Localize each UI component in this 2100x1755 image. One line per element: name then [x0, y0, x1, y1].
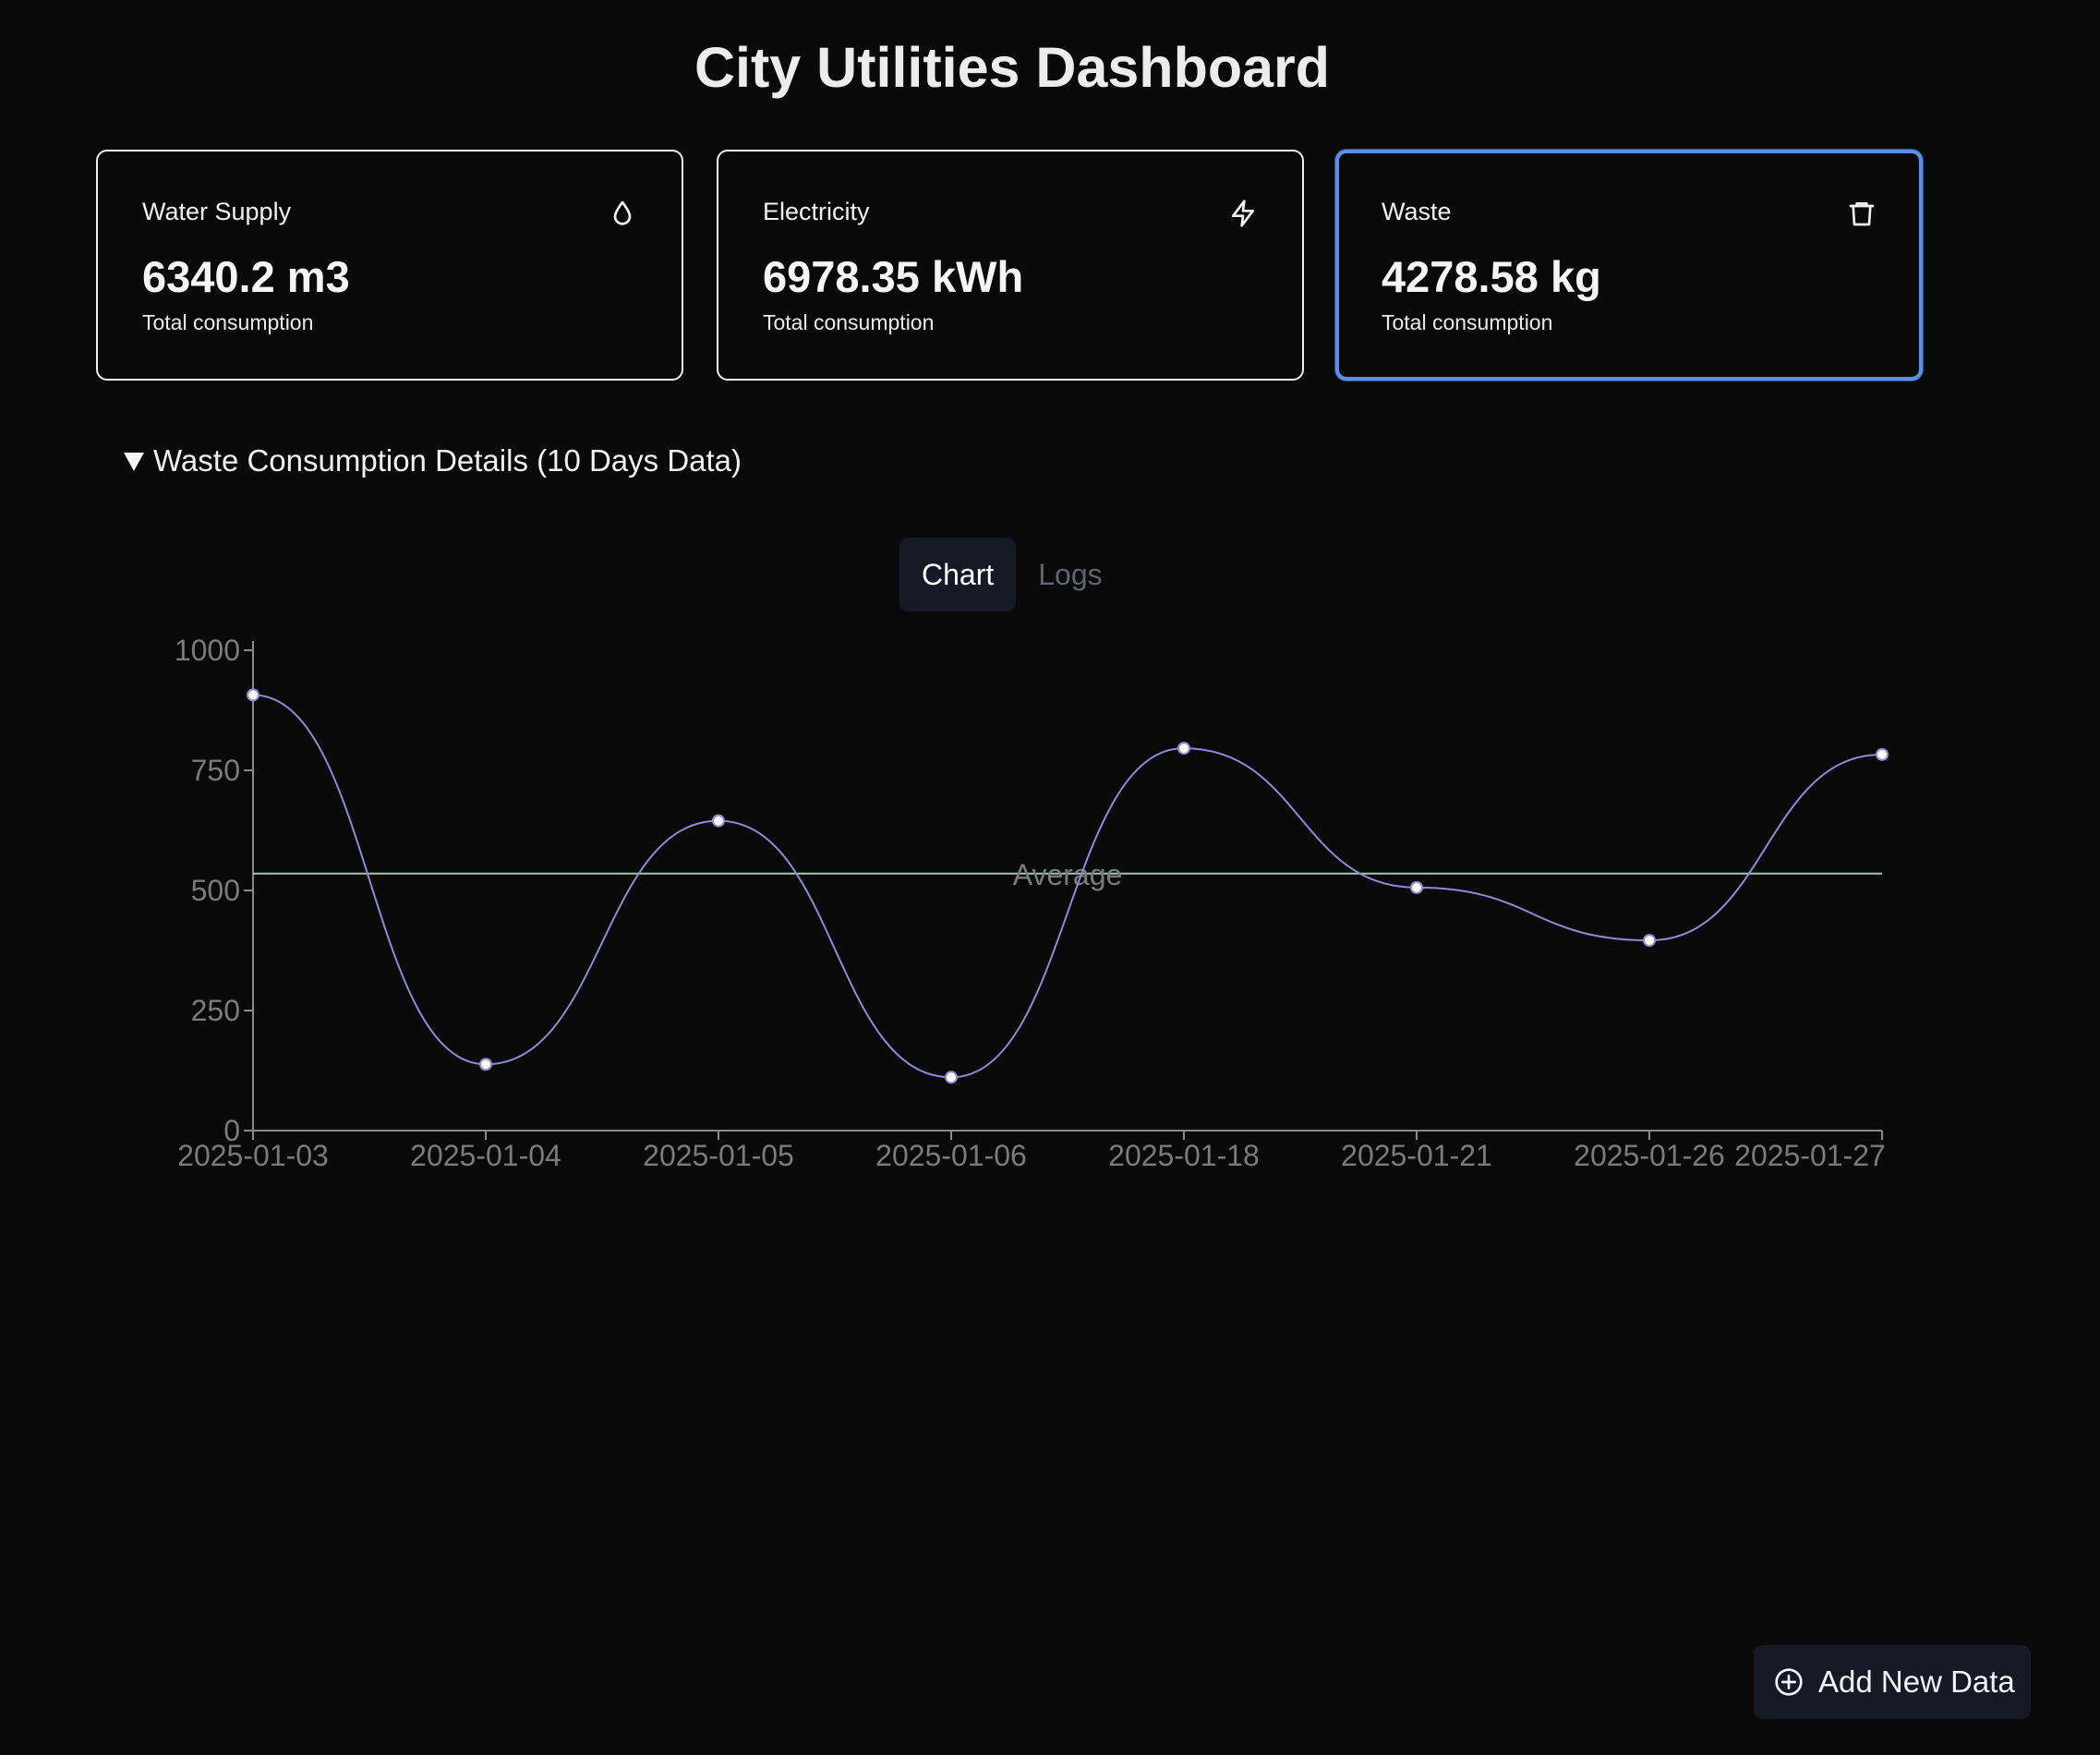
details-toggle[interactable]: Waste Consumption Details (10 Days Data): [124, 443, 742, 478]
add-new-data-label: Add New Data: [1818, 1664, 2015, 1699]
data-point: [712, 814, 725, 828]
card-subtitle: Total consumption: [142, 310, 314, 334]
x-tick-label: 2025-01-05: [643, 1139, 794, 1172]
x-tick-label: 2025-01-18: [1108, 1139, 1260, 1172]
waste-card[interactable]: Waste 4278.58 kg Total consumption: [1335, 150, 1923, 381]
lightning-icon: [1228, 198, 1258, 229]
triangle-down-icon: [124, 453, 144, 471]
card-value: 6340.2 m3: [142, 252, 350, 301]
water-supply-card[interactable]: Water Supply 6340.2 m3 Total consumption: [96, 150, 683, 381]
y-tick-label: 500: [191, 874, 240, 907]
data-point: [1177, 742, 1190, 756]
waste-line-chart: 0 250 500 750 1000 2025-01-03 2025-01-04 2025-0…: [175, 634, 1889, 1172]
add-new-data-button[interactable]: Add New Data: [1754, 1645, 2031, 1719]
data-point: [479, 1058, 492, 1071]
x-tick-label: 2025-01-27: [1734, 1139, 1886, 1172]
y-tick-label: 0: [223, 1114, 240, 1147]
card-subtitle: Total consumption: [1382, 310, 1553, 334]
plus-circle-icon: [1775, 1668, 1803, 1696]
y-tick-label: 750: [191, 754, 240, 787]
card-value: 6978.35 kWh: [763, 252, 1024, 301]
x-tick-label: 2025-01-26: [1574, 1139, 1725, 1172]
card-value: 4278.58 kg: [1382, 252, 1601, 301]
droplet-icon: [608, 198, 637, 229]
view-tabs: Chart Logs: [899, 538, 1125, 611]
data-point: [1643, 934, 1656, 948]
y-tick-label: 1000: [175, 634, 240, 667]
tab-logs[interactable]: Logs: [1038, 557, 1103, 591]
average-label: Average: [1013, 858, 1123, 891]
card-label: Waste: [1382, 198, 1452, 225]
data-point: [1410, 880, 1423, 894]
x-tick-label: 2025-01-06: [875, 1139, 1027, 1172]
card-label: Water Supply: [142, 198, 292, 225]
y-tick-label: 250: [191, 994, 240, 1027]
details-summary-label: Waste Consumption Details (10 Days Data): [153, 443, 742, 478]
data-point: [1876, 747, 1889, 761]
trash-icon: [1847, 198, 1877, 229]
tab-chart[interactable]: Chart: [899, 538, 1017, 611]
electricity-card[interactable]: Electricity 6978.35 kWh Total consumptio…: [717, 150, 1304, 381]
data-point: [247, 688, 259, 702]
page-title: City Utilities Dashboard: [694, 36, 1331, 99]
x-tick-label: 2025-01-04: [410, 1139, 561, 1172]
x-tick-label: 2025-01-03: [177, 1139, 329, 1172]
data-point: [945, 1071, 958, 1084]
x-tick-label: 2025-01-21: [1341, 1139, 1492, 1172]
card-subtitle: Total consumption: [763, 310, 935, 334]
card-label: Electricity: [763, 198, 870, 225]
